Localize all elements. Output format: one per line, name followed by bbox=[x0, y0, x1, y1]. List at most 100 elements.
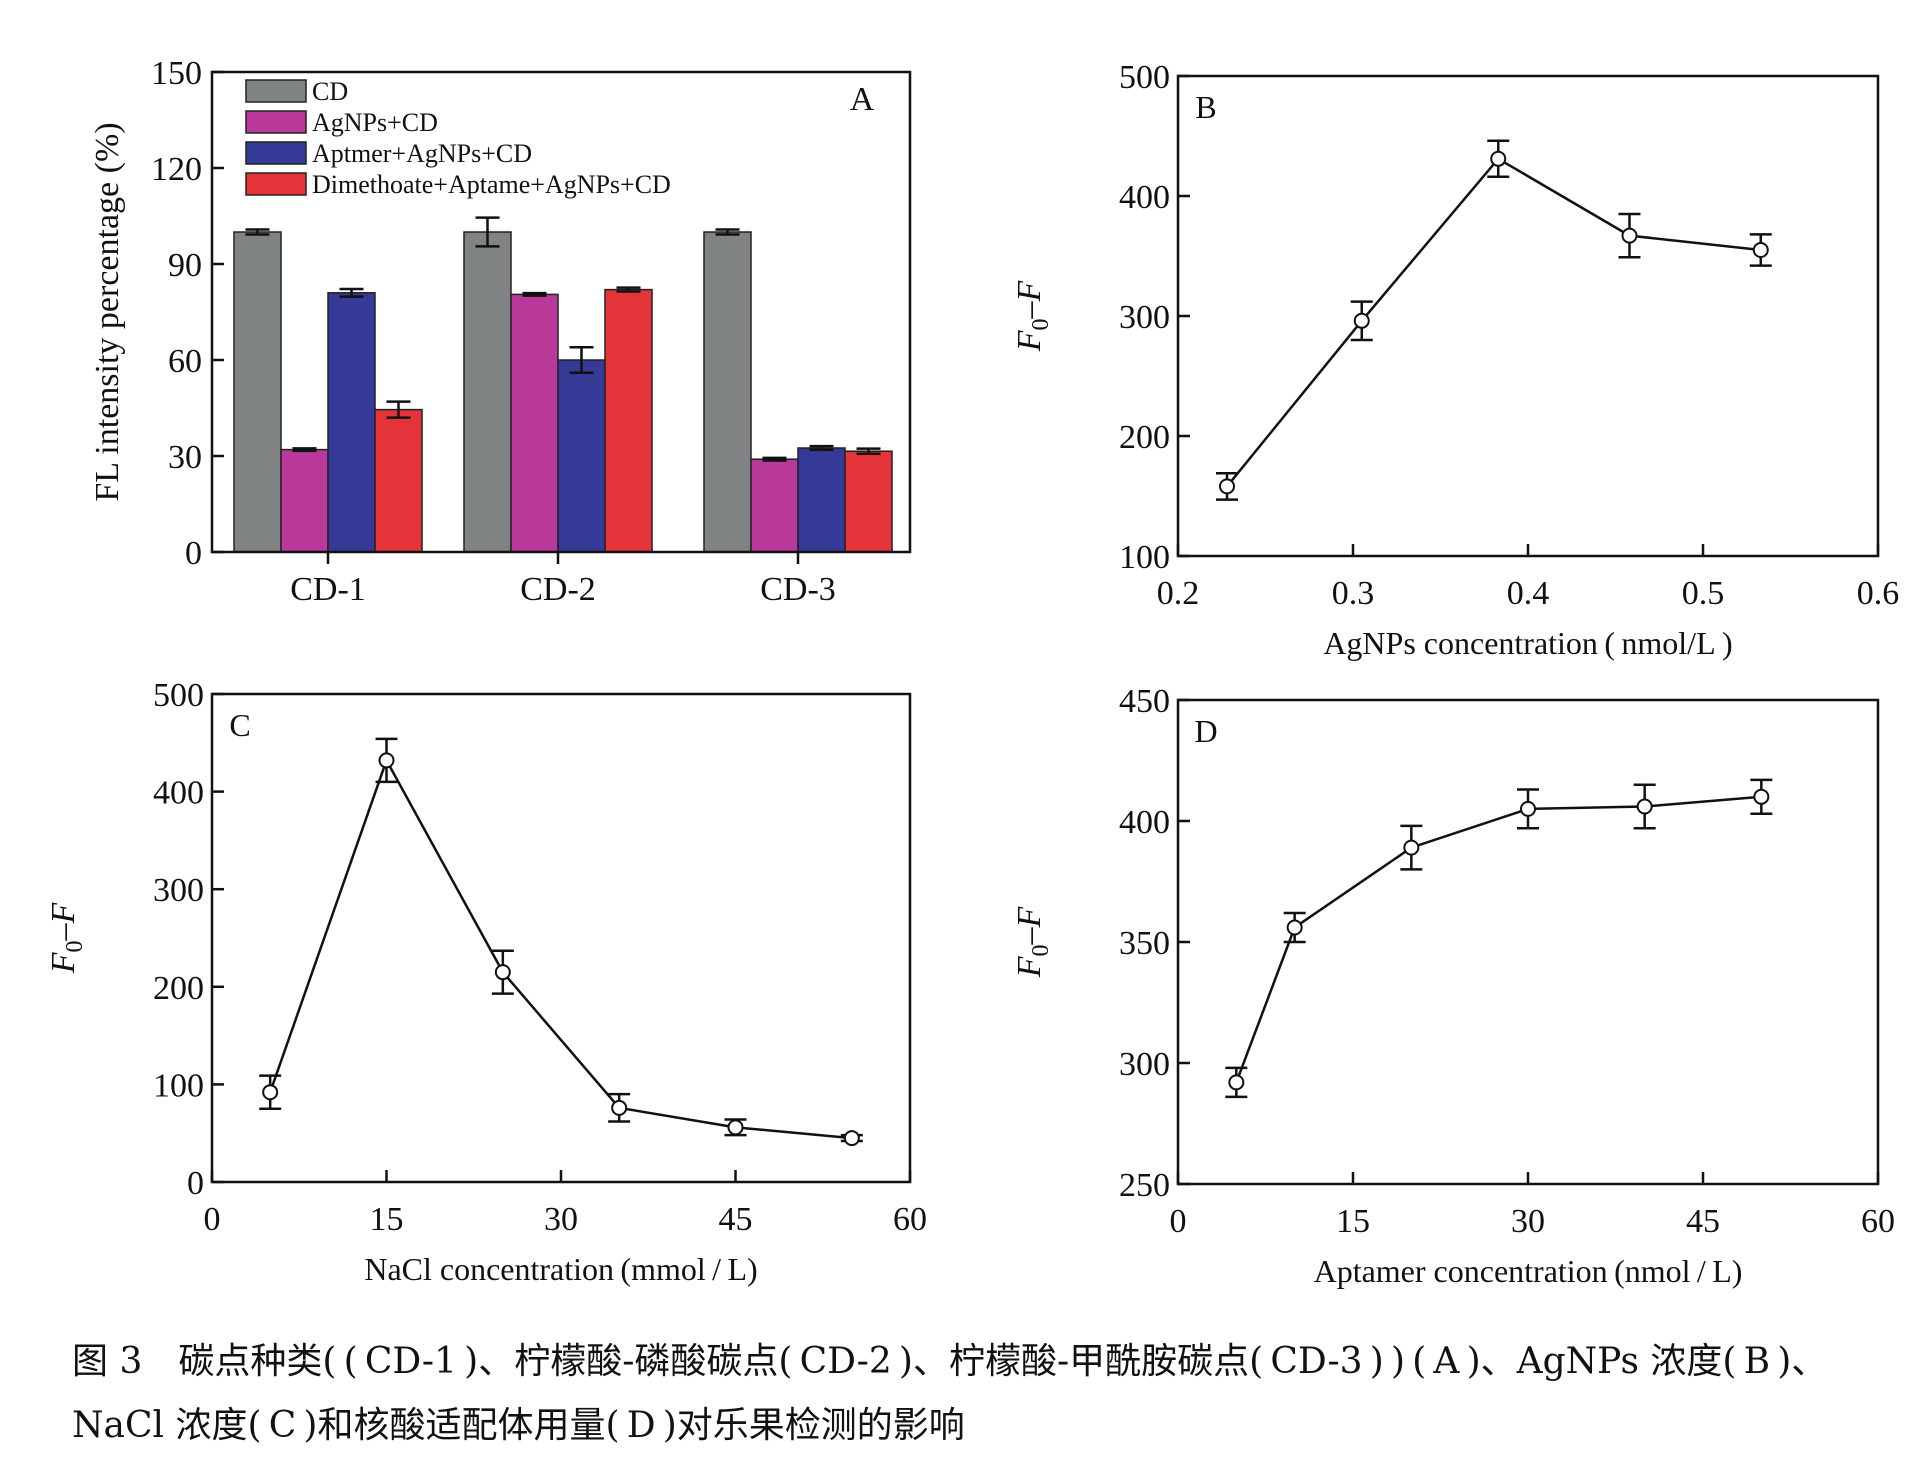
x-tick-label: 0.3 bbox=[1332, 575, 1375, 612]
x-tick-label: 30 bbox=[1511, 1203, 1545, 1240]
legend-swatch-3 bbox=[245, 141, 307, 165]
data-line bbox=[1235, 795, 1762, 1083]
y-tick-label: 100 bbox=[153, 1067, 204, 1104]
y-tick-label: 0 bbox=[187, 1165, 204, 1202]
data-point-5 bbox=[727, 1119, 744, 1136]
y-tick-label: 200 bbox=[1119, 419, 1170, 456]
y-axis-label-part: F bbox=[1011, 329, 1048, 352]
bar-CD-3-2 bbox=[750, 458, 799, 553]
x-tick-label: 0.2 bbox=[1157, 575, 1200, 612]
data-point-2 bbox=[378, 752, 395, 769]
legend-entry-1: CD bbox=[312, 77, 348, 106]
bar-CD-3-3 bbox=[797, 447, 846, 553]
data-point-3 bbox=[1490, 150, 1507, 167]
plot-frame bbox=[1176, 698, 1880, 1186]
data-point-5 bbox=[1752, 242, 1769, 258]
x-tick-label: 0.5 bbox=[1682, 575, 1725, 612]
x-tick-label: 30 bbox=[544, 1201, 578, 1238]
y-tick-label: 300 bbox=[1119, 299, 1170, 336]
panel-label: A bbox=[850, 81, 875, 118]
data-line bbox=[1226, 157, 1761, 488]
y-tick-label: 350 bbox=[1119, 925, 1170, 962]
y-axis-label: FL intensity percentage (%) bbox=[89, 122, 126, 501]
data-point-6 bbox=[843, 1130, 860, 1147]
data-point-3 bbox=[1403, 839, 1420, 856]
x-tick-label: 45 bbox=[719, 1201, 753, 1238]
y-axis-label: F0–F bbox=[1011, 906, 1054, 979]
y-axis-label-part: F bbox=[1011, 955, 1048, 978]
x-tick-label: CD-3 bbox=[760, 571, 836, 608]
data-point-1 bbox=[262, 1084, 279, 1101]
data-point-4 bbox=[611, 1099, 628, 1116]
panel-a: 0 30 60 90 120 150 CD-1 CD-2 CD-3 FL intensity pe… bbox=[89, 55, 912, 608]
x-tick-label: 0 bbox=[1170, 1203, 1187, 1240]
bar-CD-1-1 bbox=[233, 231, 282, 553]
bar-CD-2-3 bbox=[557, 359, 606, 553]
y-tick-label: 250 bbox=[1119, 1167, 1170, 1204]
legend-swatch-1 bbox=[245, 79, 307, 103]
data-point-5 bbox=[1636, 798, 1653, 815]
x-tick-label: CD-2 bbox=[520, 571, 596, 608]
y-tick-label: 300 bbox=[153, 872, 204, 909]
y-axis-label-part: –F bbox=[1011, 280, 1048, 320]
y-axis-label: F0–F bbox=[1011, 280, 1054, 353]
bar-CD-1-4 bbox=[374, 408, 423, 553]
data-point-1 bbox=[1228, 1074, 1245, 1091]
panel-label: D bbox=[1194, 713, 1217, 749]
y-tick-label: 200 bbox=[153, 970, 204, 1007]
x-axis-label: Aptamer concentration (nmol / L) bbox=[1314, 1253, 1743, 1289]
y-tick-label: 400 bbox=[1119, 179, 1170, 216]
data-point-2 bbox=[1353, 312, 1370, 329]
x-tick-label: 60 bbox=[893, 1201, 927, 1238]
y-tick-label: 400 bbox=[153, 775, 204, 812]
data-point-2 bbox=[1286, 919, 1303, 936]
y-axis-label-sub: 0 bbox=[62, 941, 88, 953]
y-tick-label: 500 bbox=[1119, 59, 1170, 96]
panel-c: 0 15 30 45 60 0 100 200 300 400 500 C NaCl concentra… bbox=[45, 677, 927, 1287]
data-point-4 bbox=[1621, 227, 1638, 244]
panel-d: 0 15 30 45 60 250 300 350 400 450 D Aptamer concent… bbox=[1011, 683, 1895, 1289]
bar-CD-2-1 bbox=[463, 231, 512, 553]
caption-line-2: NaCl 浓度( C )和核酸适配体用量( D )对乐果检测的影响 bbox=[72, 1405, 965, 1446]
caption-line-1: 图 3 碳点种类( ( CD-1 )、柠檬酸-磷酸碳点( CD-2 )、柠檬酸-… bbox=[72, 1341, 1828, 1382]
y-tick-label: 0 bbox=[185, 535, 202, 572]
y-tick-label: 60 bbox=[168, 343, 202, 380]
data-point-1 bbox=[1219, 478, 1235, 495]
data-point-3 bbox=[494, 964, 511, 981]
x-tick-label: 0.4 bbox=[1507, 575, 1550, 612]
plot-frame bbox=[210, 692, 912, 1184]
legend-entry-2: AgNPs+CD bbox=[312, 108, 438, 137]
legend-swatch-4 bbox=[245, 172, 307, 196]
x-tick-label: 0 bbox=[204, 1201, 221, 1238]
y-tick-label: 90 bbox=[168, 247, 202, 284]
y-axis-label-part: –F bbox=[1011, 906, 1048, 946]
panel-label: C bbox=[229, 707, 250, 743]
y-tick-label: 30 bbox=[168, 439, 202, 476]
bar-CD-2-4 bbox=[604, 288, 653, 553]
panel-label: B bbox=[1195, 89, 1216, 125]
y-axis-label-part: F bbox=[45, 951, 82, 974]
y-tick-label: 450 bbox=[1119, 683, 1170, 720]
y-tick-label: 400 bbox=[1119, 804, 1170, 841]
y-tick-label: 100 bbox=[1119, 539, 1170, 576]
bar-CD-2-2 bbox=[510, 293, 559, 553]
x-axis-label: AgNPs concentration ( nmol/L ) bbox=[1323, 625, 1732, 661]
figure-caption: 图 3 碳点种类( ( CD-1 )、柠檬酸-磷酸碳点( CD-2 )、柠檬酸-… bbox=[72, 1330, 1892, 1458]
plot-frame bbox=[1176, 74, 1880, 558]
data-point-6 bbox=[1753, 788, 1770, 805]
y-tick-label: 300 bbox=[1119, 1046, 1170, 1083]
data-line bbox=[268, 757, 852, 1140]
bar-CD-3-1 bbox=[703, 231, 752, 553]
legend-entry-3: Aptmer+AgNPs+CD bbox=[312, 139, 532, 168]
y-axis-label-sub: 0 bbox=[1028, 319, 1054, 331]
x-tick-label: 45 bbox=[1686, 1203, 1720, 1240]
legend-entry-4: Dimethoate+Aptame+AgNPs+CD bbox=[312, 170, 671, 199]
data-point-4 bbox=[1520, 800, 1536, 817]
bar-CD-1-2 bbox=[280, 448, 329, 553]
bar-CD-3-4 bbox=[844, 450, 893, 553]
x-tick-label: 15 bbox=[370, 1201, 404, 1238]
y-tick-label: 120 bbox=[151, 151, 202, 188]
panel-b: 0.2 0.3 0.4 0.5 0.6 100 200 300 400 500 B AgNPs con… bbox=[1011, 59, 1899, 661]
x-tick-label: 15 bbox=[1336, 1203, 1370, 1240]
